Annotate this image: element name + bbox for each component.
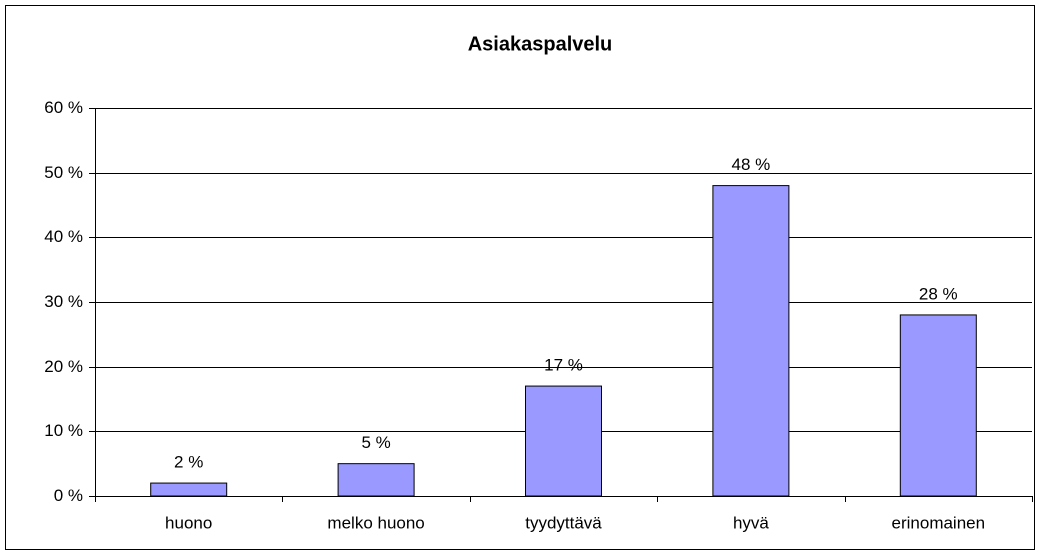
y-tick-label: 10 %: [44, 421, 83, 440]
data-label: 5 %: [361, 433, 390, 452]
chart-title: Asiakaspalvelu: [468, 33, 613, 55]
x-tick-label: erinomainen: [892, 513, 986, 532]
x-tick-label: melko huono: [327, 513, 424, 532]
bar: [150, 482, 228, 497]
bar: [525, 385, 602, 497]
bar: [337, 463, 415, 497]
y-tick-label: 40 %: [44, 227, 83, 246]
y-tick-label: 0 %: [54, 486, 83, 505]
chart-frame: [5, 5, 1035, 550]
x-tick-label: huono: [165, 513, 212, 532]
data-label: 2 %: [174, 453, 203, 472]
y-tick-label: 60 %: [44, 98, 83, 117]
y-tick-label: 50 %: [44, 163, 83, 182]
data-label: 17 %: [544, 356, 583, 375]
x-tick-label: hyvä: [733, 513, 769, 532]
x-tick-label: tyydyttävä: [525, 513, 602, 532]
y-tick-label: 20 %: [44, 357, 83, 376]
data-label: 48 %: [732, 155, 771, 174]
bar: [899, 314, 977, 497]
data-label: 28 %: [919, 284, 958, 303]
bar: [712, 185, 790, 497]
y-tick-label: 30 %: [44, 292, 83, 311]
